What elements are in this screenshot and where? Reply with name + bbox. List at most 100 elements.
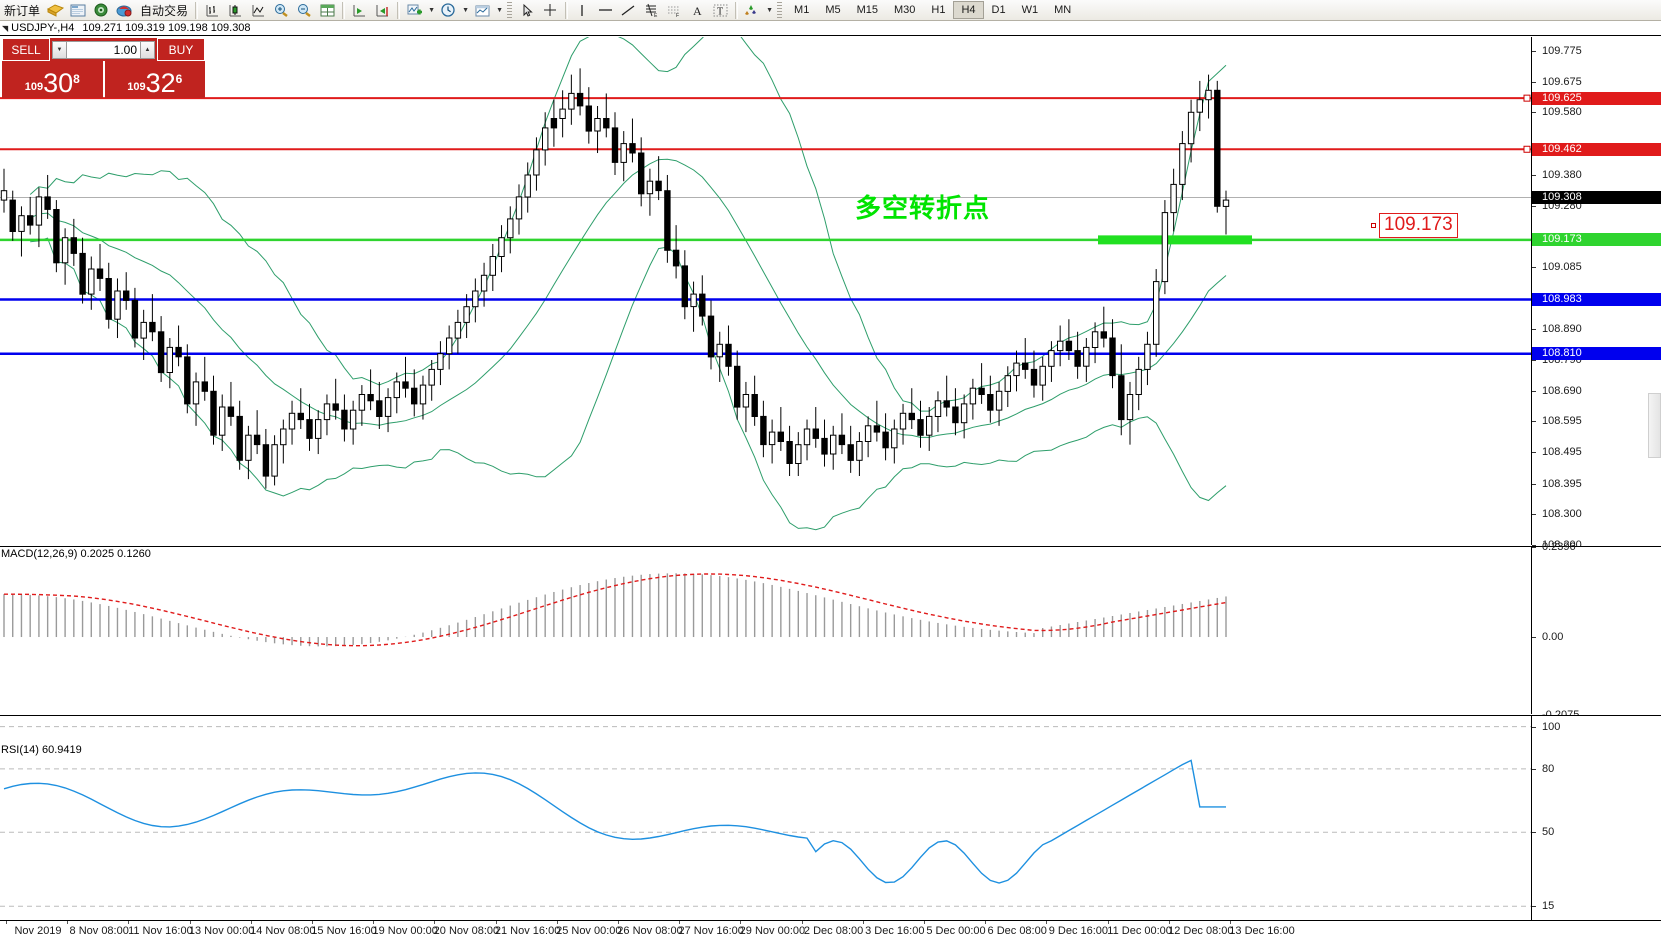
- time-axis-tick: [740, 921, 742, 924]
- price-chart-pane[interactable]: [0, 37, 1531, 545]
- order-icon[interactable]: [45, 1, 66, 20]
- time-axis-tick: [373, 921, 375, 924]
- add-indicator-icon[interactable]: [404, 1, 425, 20]
- rsi-label: RSI(14) 60.9419: [1, 744, 82, 756]
- toolbar-separator: [735, 1, 739, 19]
- toolbar-separator: [397, 1, 401, 19]
- price-tick-label: 109.580: [1532, 107, 1582, 118]
- price-tick-label: 108.395: [1532, 478, 1582, 490]
- bar-chart-icon[interactable]: [202, 1, 223, 20]
- rsi-tick-label: 80: [1532, 763, 1554, 775]
- chevron-down-icon[interactable]: ▼: [496, 6, 503, 14]
- data-window-icon[interactable]: [68, 1, 89, 20]
- price-level-drag-handle[interactable]: [1371, 223, 1376, 228]
- text-label-icon[interactable]: A: [687, 1, 708, 20]
- buy-button[interactable]: BUY: [157, 38, 205, 61]
- price-chart-svg: [0, 37, 1531, 531]
- fibonacci-icon[interactable]: E: [641, 1, 662, 20]
- toolbar-grip[interactable]: [507, 1, 513, 19]
- equidistant-channel-icon[interactable]: F: [664, 1, 685, 20]
- signals-icon[interactable]: [91, 1, 112, 20]
- macd-label: MACD(12,26,9) 0.2025 0.1260: [1, 548, 151, 560]
- timeframe-button-mn[interactable]: MN: [1054, 4, 1072, 16]
- one-click-trading-panel[interactable]: SELL ▼ 1.00 ▲ BUY 109 30 8 109 32 6: [2, 38, 205, 98]
- sell-price-display[interactable]: 109 30 8: [2, 61, 103, 98]
- period-icon[interactable]: [438, 1, 459, 20]
- sell-button[interactable]: SELL: [2, 38, 50, 61]
- price-level-badge[interactable]: 109.462: [1532, 142, 1661, 156]
- chevron-down-icon[interactable]: ▼: [462, 6, 469, 14]
- macd-indicator-pane[interactable]: [0, 546, 1531, 714]
- svg-text:T: T: [717, 6, 723, 17]
- time-axis[interactable]: Nov 2019 8 Nov 08:00 11 Nov 16:00 13 Nov 00…: [0, 920, 1661, 942]
- macd-chart-svg: [3, 573, 1227, 647]
- buy-price-fraction: 6: [175, 72, 183, 86]
- timeframe-button-m1[interactable]: M1: [794, 4, 810, 16]
- time-axis-label: 19 Nov 00:00: [372, 925, 438, 937]
- price-axis-scale[interactable]: 109.775 109.675 109.580 109.380 109.280 109.0…: [1531, 37, 1661, 551]
- price-level-badge[interactable]: 108.810: [1532, 347, 1661, 361]
- toolbar-separator: [565, 1, 569, 19]
- crosshair-icon[interactable]: [540, 1, 561, 20]
- timeframe-button-d1[interactable]: D1: [991, 4, 1006, 16]
- volume-stepper[interactable]: ▼ 1.00 ▲: [50, 38, 157, 61]
- chevron-down-icon[interactable]: ▼: [766, 6, 773, 14]
- chart-shift-icon[interactable]: [349, 1, 370, 20]
- rsi-indicator-pane[interactable]: [0, 715, 1531, 920]
- vertical-line-icon[interactable]: [572, 1, 593, 20]
- autotrading-button[interactable]: 自动交易: [140, 3, 189, 18]
- time-axis-label: 5 Dec 00:00: [926, 925, 986, 937]
- grid-icon[interactable]: [317, 1, 338, 20]
- vertical-scrollbar[interactable]: [1648, 393, 1661, 458]
- toolbar-grip[interactable]: [777, 1, 783, 19]
- price-level-badge[interactable]: 109.308: [1532, 191, 1661, 205]
- time-axis-tick: [434, 921, 436, 924]
- symbol-label: USDJPY-,H4: [11, 22, 75, 34]
- candlestick-chart-icon[interactable]: [225, 1, 246, 20]
- line-chart-icon[interactable]: [248, 1, 269, 20]
- toolbar-separator: [195, 1, 199, 19]
- volume-increase-button[interactable]: ▲: [140, 40, 155, 59]
- time-axis-tick: [618, 921, 619, 924]
- market-icon[interactable]: [114, 1, 135, 20]
- price-level-badge[interactable]: 109.173: [1532, 233, 1661, 247]
- auto-scroll-icon[interactable]: [372, 1, 393, 20]
- time-axis-tick: [1168, 921, 1170, 924]
- rsi-axis-scale[interactable]: 100 80 50 15: [1531, 715, 1661, 920]
- time-axis-tick: [189, 921, 191, 924]
- volume-decrease-button[interactable]: ▼: [52, 40, 67, 59]
- timeframe-button-m5[interactable]: M5: [825, 4, 841, 16]
- new-order-button[interactable]: 新订单: [4, 3, 41, 18]
- time-axis-label: 21 Nov 16:00: [494, 925, 561, 937]
- chart-annotation-text[interactable]: 多空转折点: [855, 193, 991, 223]
- price-level-label-box[interactable]: 109.173: [1379, 213, 1458, 238]
- ohlc-values: 109.271 109.319 109.198 109.308: [82, 22, 251, 34]
- text-box-icon[interactable]: T: [710, 1, 731, 20]
- price-level-badge[interactable]: 109.625: [1532, 91, 1661, 105]
- chevron-down-icon[interactable]: ▼: [428, 6, 435, 14]
- time-axis-tick: [985, 921, 987, 924]
- templates-icon[interactable]: [472, 1, 493, 20]
- cursor-icon[interactable]: [517, 1, 538, 20]
- timeframe-button-w1[interactable]: W1: [1021, 4, 1039, 16]
- shapes-icon[interactable]: [742, 1, 763, 20]
- time-axis-label: 11 Nov 16:00: [128, 925, 193, 937]
- trendline-icon[interactable]: [618, 1, 639, 20]
- svg-text:A: A: [693, 4, 702, 18]
- price-tick-label: 108.200: [1532, 540, 1582, 551]
- timeframe-button-m30[interactable]: M30: [894, 4, 916, 16]
- timeframe-button-m15[interactable]: M15: [856, 4, 878, 16]
- price-level-badge[interactable]: 108.983: [1532, 292, 1661, 306]
- volume-input[interactable]: 1.00: [67, 40, 140, 59]
- time-axis-label: 27 Nov 16:00: [678, 925, 744, 937]
- zoom-out-icon[interactable]: [294, 1, 315, 20]
- horizontal-line-icon[interactable]: [595, 1, 616, 20]
- price-tick-label: 109.280: [1532, 201, 1582, 212]
- price-tick-label: 108.690: [1532, 386, 1582, 397]
- timeframe-button-h1[interactable]: H1: [931, 4, 946, 16]
- time-axis-label: 14 Nov 08:00: [250, 925, 316, 937]
- zoom-in-icon[interactable]: [271, 1, 292, 20]
- timeframe-button-h4[interactable]: H4: [953, 1, 984, 19]
- buy-price-display[interactable]: 109 32 6: [104, 61, 205, 98]
